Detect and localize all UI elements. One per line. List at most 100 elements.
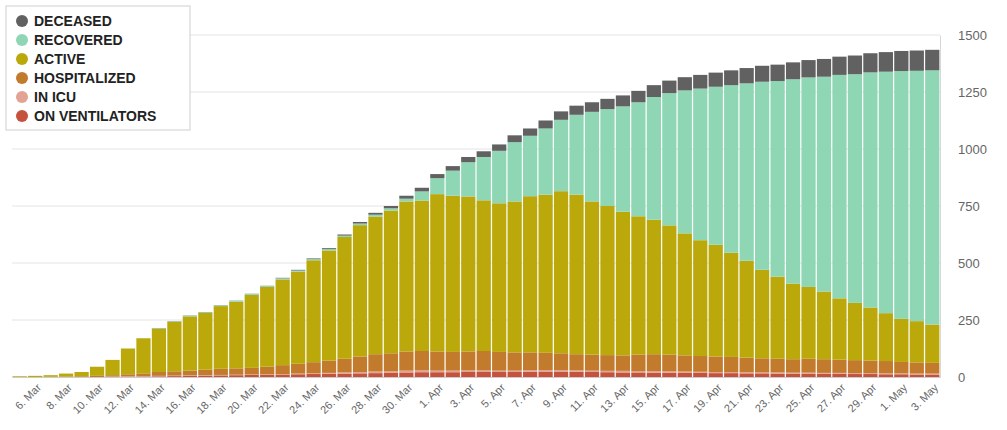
bar — [740, 373, 754, 377]
bar — [492, 371, 506, 372]
legend-item: RECOVERED — [16, 32, 123, 48]
grid-line — [12, 320, 940, 321]
bar — [461, 370, 475, 372]
bar — [492, 352, 506, 371]
tick: 20. Mar — [225, 377, 260, 416]
bar — [863, 72, 877, 307]
tick-label: 18. Mar — [194, 381, 229, 416]
bar — [306, 260, 320, 362]
tick-label: 21. Apr — [722, 381, 755, 414]
tick: 21. Apr — [722, 377, 755, 414]
tick: 5. Apr — [478, 377, 507, 410]
bar — [353, 224, 367, 226]
bar — [368, 215, 382, 217]
bar — [724, 253, 738, 357]
bar — [353, 225, 367, 356]
bar — [384, 371, 398, 373]
tick-label: 19. Apr — [691, 381, 724, 414]
bar — [554, 111, 568, 119]
bar — [755, 358, 769, 372]
bar — [430, 174, 444, 178]
bar — [74, 371, 88, 372]
legend-label: ACTIVE — [34, 51, 85, 67]
bar — [600, 99, 614, 109]
bar — [740, 261, 754, 358]
bar — [523, 372, 537, 377]
bar — [569, 195, 583, 355]
bar — [910, 321, 924, 362]
bar — [770, 277, 784, 359]
tick-label: 3. Apr — [447, 381, 476, 410]
bar — [724, 373, 738, 377]
tick: 28. Mar — [349, 377, 384, 416]
bar — [198, 370, 212, 375]
bar — [647, 354, 661, 371]
bar — [740, 358, 754, 373]
bar — [770, 81, 784, 277]
bar — [801, 287, 815, 359]
tick-label: 14. Mar — [132, 381, 167, 416]
bar — [291, 271, 305, 272]
bar — [198, 312, 212, 314]
bar — [755, 373, 769, 377]
bar — [105, 375, 119, 376]
bar — [879, 313, 893, 361]
tick: 10. Mar — [70, 377, 105, 416]
tick: 19. Apr — [691, 377, 724, 414]
bar — [183, 315, 197, 317]
bar — [384, 206, 398, 208]
bar — [44, 375, 58, 376]
bar — [260, 367, 274, 375]
bar — [399, 201, 413, 351]
bar — [678, 355, 692, 371]
bar — [430, 178, 444, 194]
grid-line — [12, 263, 940, 264]
bar — [461, 351, 475, 370]
bar — [600, 109, 614, 206]
bar — [910, 51, 924, 71]
bar — [28, 375, 42, 376]
legend-label: HOSPITALIZED — [34, 70, 136, 86]
bar — [832, 298, 846, 359]
bar — [554, 120, 568, 191]
bar — [817, 359, 831, 373]
bar — [554, 370, 568, 371]
tick-label: 25. Apr — [783, 381, 816, 414]
bar — [724, 357, 738, 372]
bar — [848, 74, 862, 303]
bar — [801, 359, 815, 373]
bar — [105, 377, 119, 378]
bar-series — [152, 70, 940, 328]
bar — [770, 359, 784, 373]
bar — [291, 269, 305, 271]
bar — [508, 352, 522, 370]
bar — [245, 295, 259, 368]
bar — [879, 72, 893, 313]
tick: 250 — [940, 313, 980, 328]
bar — [291, 364, 305, 374]
bar — [337, 236, 351, 237]
axis-line — [940, 36, 941, 378]
bar — [214, 369, 228, 375]
bar — [508, 201, 522, 352]
bar — [724, 70, 738, 85]
bar — [105, 376, 119, 377]
bar — [879, 52, 893, 72]
bar — [616, 212, 630, 356]
bar — [740, 83, 754, 260]
bar — [322, 248, 336, 250]
bar — [538, 353, 552, 370]
bar — [693, 75, 707, 89]
bar — [538, 121, 552, 129]
bar — [13, 377, 27, 378]
bar — [925, 363, 939, 374]
y-axis: 0250500750100012501500 — [940, 28, 987, 385]
bar — [28, 377, 42, 378]
tick-label: 20. Mar — [225, 381, 260, 416]
bar — [13, 376, 27, 377]
bar — [415, 188, 429, 192]
tick-label: 3. May — [908, 381, 940, 413]
x-axis: 6. Mar8. Mar10. Mar12. Mar14. Mar16. Mar… — [13, 377, 941, 416]
tick: 6. Mar — [13, 377, 44, 412]
tick-label: 29. Apr — [845, 381, 878, 414]
